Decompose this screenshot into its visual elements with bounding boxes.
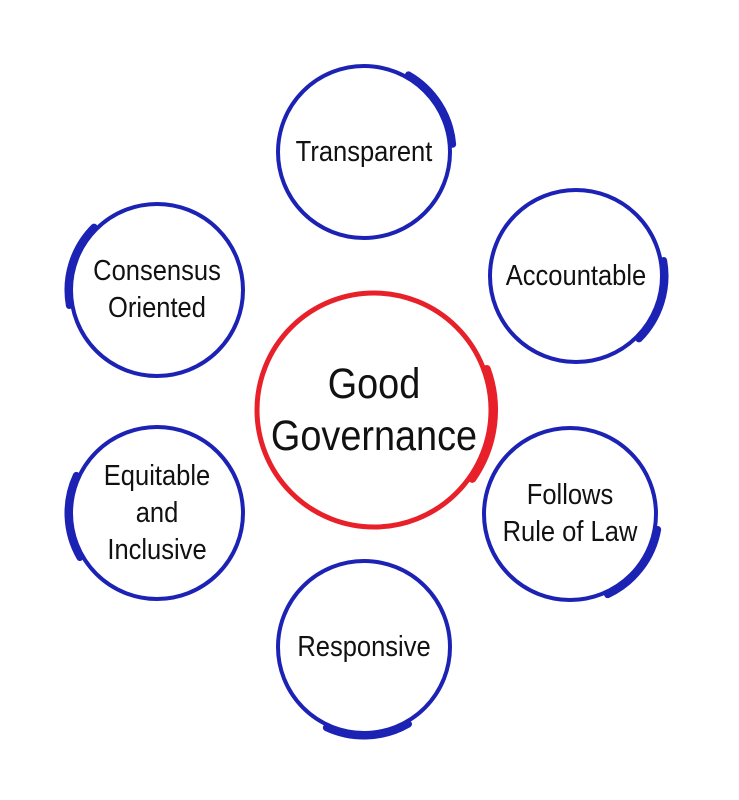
node-label-follows-rule-of-law: Follows Rule of Law bbox=[502, 479, 638, 548]
ring-responsive bbox=[276, 559, 452, 740]
node-label-consensus-oriented: Consensus Oriented bbox=[93, 255, 221, 324]
center-label: Good Governance bbox=[270, 360, 478, 460]
center-ring bbox=[254, 290, 498, 530]
node-label-equitable-and-inclusive: Equitable and Inclusive bbox=[103, 459, 211, 566]
ring-consensus-oriented bbox=[64, 202, 245, 378]
ring-follows-rule-of-law bbox=[482, 426, 662, 602]
node-label-transparent: Transparent bbox=[295, 135, 433, 168]
ring-equitable-and-inclusive bbox=[64, 425, 245, 601]
ring-transparent bbox=[276, 64, 457, 240]
node-label-responsive: Responsive bbox=[297, 630, 431, 663]
ring-accountable bbox=[488, 188, 669, 364]
ring-layer bbox=[64, 64, 669, 740]
node-label-accountable: Accountable bbox=[505, 259, 647, 292]
